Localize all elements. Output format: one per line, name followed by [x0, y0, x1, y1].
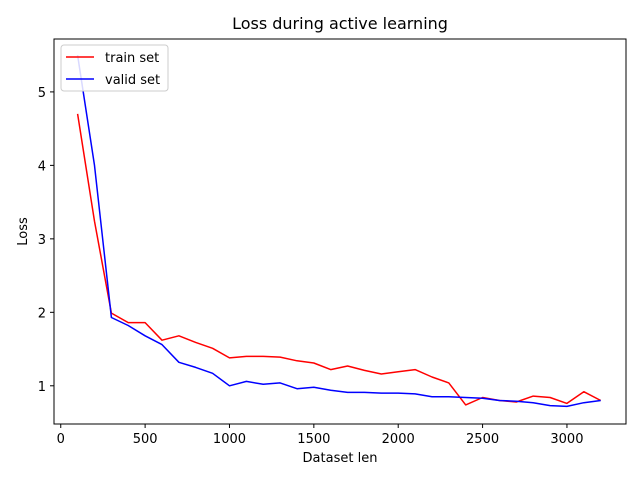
series-layer [76, 55, 602, 408]
series-line-2 [76, 55, 601, 408]
y-tick-label: 1 [38, 380, 46, 395]
series-line-1 [76, 113, 602, 406]
x-tick-label: 2000 [382, 432, 415, 447]
x-tick-label: 500 [133, 432, 158, 447]
plot-frame [53, 38, 627, 425]
x-tick-label: 2500 [466, 432, 499, 447]
x-tick-label: 1000 [213, 432, 246, 447]
x-tick-label: 1500 [297, 432, 330, 447]
legend-label-1: train set [105, 51, 159, 66]
x-axis-label: Dataset len [303, 451, 378, 466]
x-tick-label: 0 [57, 432, 65, 447]
legend-label-2: valid set [105, 73, 160, 88]
legend: train set valid set [60, 44, 169, 92]
y-axis-ticks: 1 2 3 4 5 [38, 86, 54, 395]
y-tick-label: 4 [38, 159, 46, 174]
chart-title: Loss during active learning [232, 14, 448, 33]
y-tick-label: 3 [38, 233, 46, 248]
y-axis-label: Loss [16, 217, 31, 246]
y-tick-label: 2 [38, 306, 46, 321]
y-tick-label: 5 [38, 86, 46, 101]
x-tick-label: 3000 [550, 432, 583, 447]
x-axis-ticks: 0 500 1000 1500 2000 2500 3000 [57, 424, 583, 447]
